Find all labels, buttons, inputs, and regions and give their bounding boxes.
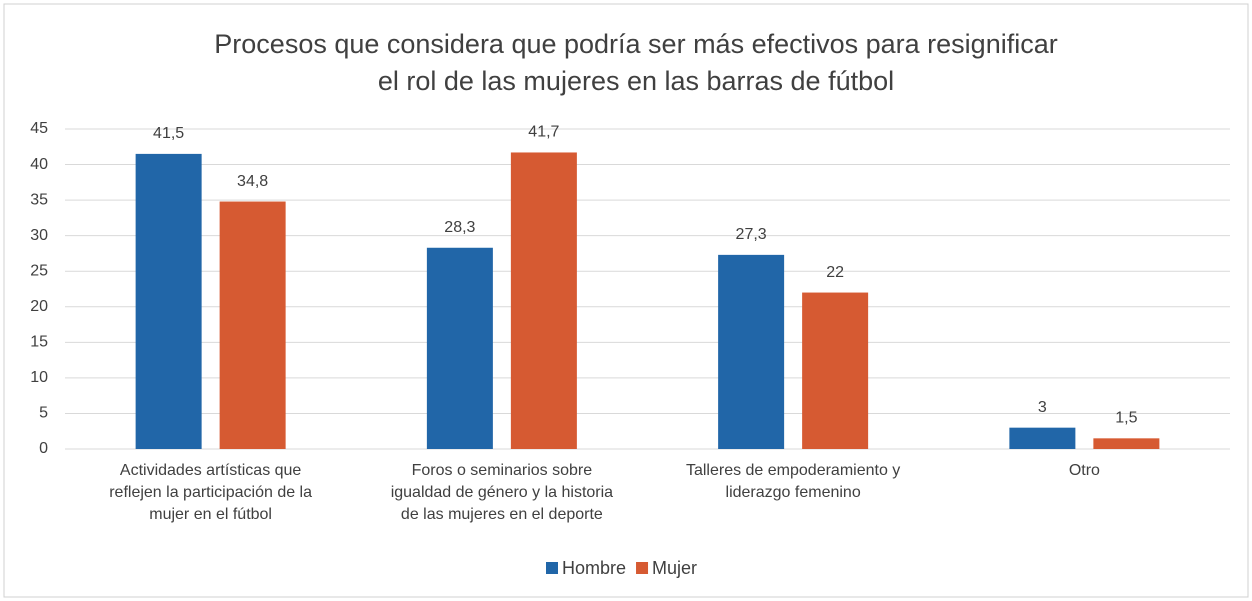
bar bbox=[510, 152, 577, 449]
data-label: 41,5 bbox=[153, 125, 184, 142]
chart-frame bbox=[3, 3, 1249, 598]
bar bbox=[135, 153, 202, 449]
data-label: 22 bbox=[826, 264, 844, 281]
y-tick-label: 35 bbox=[30, 191, 48, 208]
data-label: 1,5 bbox=[1115, 410, 1137, 427]
x-tick-label: Talleres de empoderamiento y bbox=[686, 462, 900, 479]
bar bbox=[802, 292, 869, 449]
legend-swatch bbox=[636, 562, 649, 574]
data-label: 27,3 bbox=[736, 226, 767, 243]
y-tick-label: 25 bbox=[30, 262, 48, 279]
x-tick-label: Foros o seminarios sobre bbox=[412, 462, 593, 479]
data-label: 41,7 bbox=[528, 124, 559, 141]
x-tick-label: Otro bbox=[1069, 462, 1100, 479]
chart-title: el rol de las mujeres en las barras de f… bbox=[378, 66, 894, 96]
bar bbox=[219, 201, 286, 449]
data-label: 28,3 bbox=[444, 219, 475, 236]
y-tick-label: 40 bbox=[30, 156, 48, 173]
data-label: 3 bbox=[1038, 399, 1047, 416]
chart-title: Procesos que considera que podría ser má… bbox=[214, 29, 1057, 59]
y-tick-label: 15 bbox=[30, 334, 48, 351]
legend-label: Hombre bbox=[562, 558, 626, 578]
bar bbox=[1093, 438, 1160, 449]
y-tick-label: 10 bbox=[30, 369, 48, 386]
x-tick-label: mujer en el fútbol bbox=[149, 506, 272, 523]
y-tick-label: 5 bbox=[39, 405, 48, 422]
bar bbox=[1009, 427, 1076, 449]
legend-label: Mujer bbox=[652, 558, 697, 578]
data-label: 34,8 bbox=[237, 173, 268, 190]
x-tick-label: Actividades artísticas que bbox=[120, 462, 302, 479]
y-tick-label: 20 bbox=[30, 298, 48, 315]
x-tick-label: igualdad de género y la historia bbox=[391, 484, 613, 501]
bar bbox=[426, 247, 493, 449]
legend-swatch bbox=[546, 562, 558, 574]
y-tick-label: 30 bbox=[30, 227, 48, 244]
x-tick-label: de las mujeres en el deporte bbox=[401, 506, 603, 523]
x-tick-label: liderazgo femenino bbox=[726, 484, 861, 501]
x-tick-label: reflejen la participación de la bbox=[109, 484, 312, 501]
y-tick-label: 45 bbox=[30, 120, 48, 137]
y-tick-label: 0 bbox=[39, 440, 48, 457]
bar bbox=[718, 254, 785, 449]
